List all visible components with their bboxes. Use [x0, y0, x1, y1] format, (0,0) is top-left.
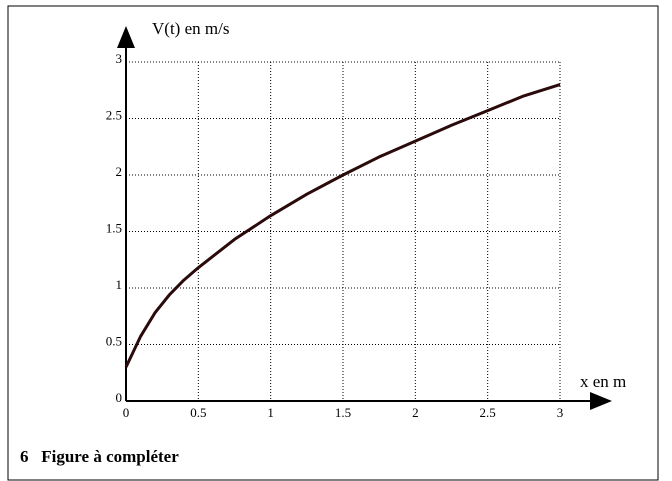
y-tick-label: 1: [116, 277, 123, 292]
y-tick-label: 2.5: [106, 107, 122, 122]
x-tick-label: 1.5: [335, 405, 351, 420]
x-tick-label: 0: [123, 405, 130, 420]
y-tick-label: 3: [116, 51, 123, 66]
x-tick-label: 2: [412, 405, 419, 420]
y-tick-label: 1.5: [106, 220, 122, 235]
caption: 6 Figure à compléter: [20, 447, 179, 466]
y-axis-label: V(t) en m/s: [152, 19, 229, 38]
x-tick-label: 2.5: [480, 405, 496, 420]
x-tick-label: 0.5: [190, 405, 206, 420]
y-tick-label: 0.5: [106, 333, 122, 348]
x-axis-arrow: [590, 392, 612, 410]
data-line: [124, 83, 561, 368]
x-tick-label: 3: [557, 405, 564, 420]
x-tick-label: 1: [267, 405, 274, 420]
y-axis-arrow: [117, 26, 135, 48]
x-axis-label: x en m: [580, 372, 626, 391]
y-tick-label: 2: [116, 164, 123, 179]
y-tick-label: 0: [116, 390, 123, 405]
figure-border: [7, 5, 659, 481]
